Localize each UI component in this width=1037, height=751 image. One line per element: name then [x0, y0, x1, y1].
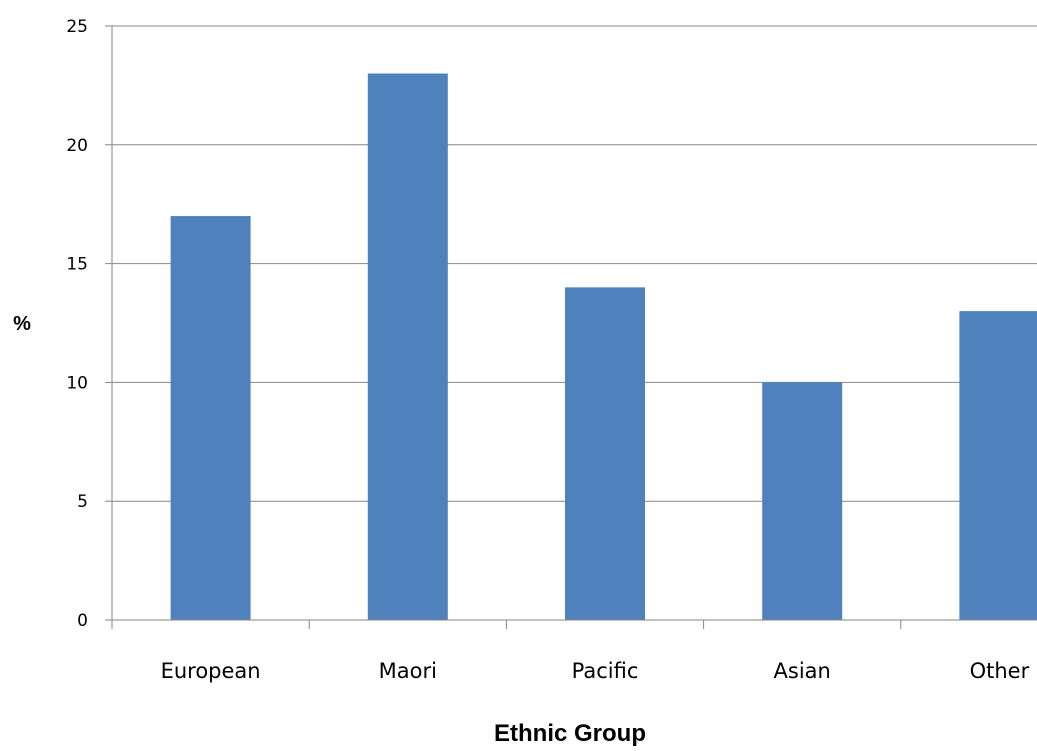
x-tick-label: Other: [970, 659, 1030, 683]
x-category-labels: European Maori Pacific Asian Other: [161, 659, 1030, 683]
y-tick-label: 20: [66, 136, 88, 156]
y-axis-label: %: [13, 313, 31, 335]
bar-pacific: [565, 287, 645, 620]
y-tick-labels: 0 5 10 15 20 25: [66, 17, 88, 631]
gridlines: [112, 25, 1037, 502]
bars: [170, 73, 1037, 620]
y-tick-label: 25: [66, 17, 88, 37]
x-tick-label: Pacific: [572, 659, 639, 683]
y-tick-label: 10: [66, 373, 88, 393]
y-tick-label: 0: [77, 611, 88, 631]
x-tick-label: European: [161, 659, 261, 683]
bar-asian: [762, 382, 843, 620]
bar-other: [959, 311, 1037, 620]
bar-maori: [367, 73, 448, 620]
x-tick-label: Maori: [379, 659, 437, 683]
bar-european: [170, 216, 251, 620]
x-tick-label: Asian: [774, 659, 831, 683]
x-axis-label: Ethnic Group: [494, 720, 646, 747]
axes: [105, 25, 1037, 629]
y-tick-label: 15: [66, 255, 88, 275]
y-tick-label: 5: [77, 492, 88, 512]
